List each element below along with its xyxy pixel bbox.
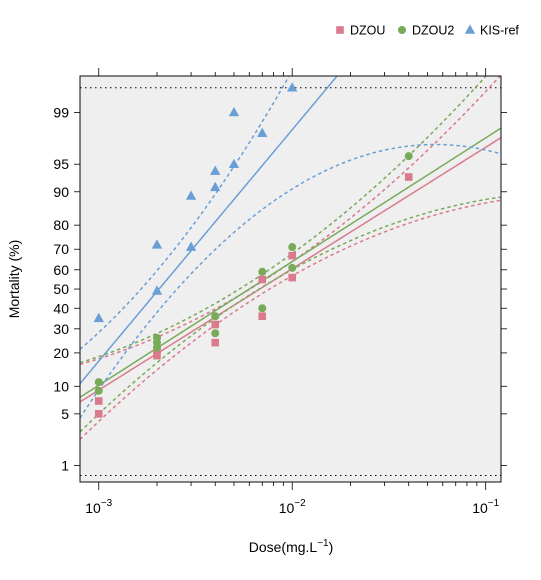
x-axis-label-close: ) — [329, 539, 334, 555]
data-point-dzou — [288, 273, 297, 282]
data-point-kis-ref — [228, 158, 240, 168]
y-tick-label: 5 — [61, 406, 69, 422]
legend: DZOU DZOU2 KIS-ref — [336, 24, 519, 38]
ci-lower-dzou2 — [80, 196, 501, 433]
data-point-kis-ref — [257, 127, 268, 137]
y-tick-label: 60 — [53, 262, 69, 278]
x-axis-label-sup: −1 — [317, 538, 329, 549]
legend-label-dzou2: DZOU2 — [412, 24, 454, 38]
plot-border — [79, 75, 502, 483]
data-point-dzou — [258, 312, 267, 321]
y-tick-label: 90 — [53, 184, 69, 200]
y-tick-label: 99 — [53, 104, 69, 120]
data-point-dzou — [153, 351, 161, 360]
data-point-dzou2 — [404, 152, 413, 161]
data-point-dzou2 — [258, 267, 267, 276]
y-tick-label: 80 — [53, 217, 69, 233]
data-point-dzou2 — [288, 263, 297, 272]
ci-upper-dzou2 — [80, 76, 487, 364]
x-tick-label: 10−3 — [85, 498, 112, 516]
x-tick-label-base: 10 — [279, 500, 295, 516]
x-tick-label-exp: −1 — [488, 498, 500, 509]
data-point-dzou — [258, 275, 267, 284]
data-point-kis-ref — [93, 312, 104, 323]
legend-label-dzou: DZOU — [350, 24, 385, 38]
x-tick-label: 10−1 — [472, 498, 499, 516]
data-point-dzou2 — [94, 378, 103, 387]
x-tick-label-exp: −3 — [101, 498, 113, 509]
data-point-dzou — [211, 338, 220, 347]
fit-line-dzou2 — [80, 127, 501, 398]
y-tick-label: 70 — [53, 241, 69, 257]
x-axis-label-main: Dose(mg.L — [249, 539, 318, 555]
data-point-dzou2 — [152, 333, 161, 342]
data-point-kis-ref — [151, 285, 163, 295]
ci-lower-kis-ref — [80, 143, 501, 419]
x-tick-label: 10−2 — [279, 498, 306, 516]
y-tick-label: 1 — [61, 458, 69, 474]
ci-upper-kis-ref — [80, 76, 290, 350]
data-point-dzou2 — [94, 386, 103, 395]
y-axis-label: Mortality (%) — [6, 240, 22, 319]
data-point-dzou2 — [288, 243, 297, 252]
data-point-kis-ref — [151, 239, 163, 249]
data-point-dzou — [404, 173, 413, 181]
x-axis-label: Dose(mg.L−1) — [249, 538, 334, 555]
y-tick-label: 30 — [53, 321, 69, 337]
data-point-dzou — [288, 251, 297, 260]
y-tick-label: 50 — [53, 281, 69, 297]
data-point-dzou — [94, 397, 103, 405]
legend-marker-kis-ref — [464, 24, 476, 34]
data-point-dzou2 — [211, 312, 220, 321]
x-tick-label-exp: −2 — [294, 498, 306, 509]
data-point-kis-ref — [185, 190, 197, 200]
data-point-dzou2 — [211, 329, 220, 338]
data-point-dzou — [211, 320, 220, 329]
data-point-kis-ref — [228, 106, 240, 117]
legend-marker-dzou2 — [398, 26, 406, 34]
data-point-kis-ref — [287, 82, 298, 92]
data-point-kis-ref — [210, 165, 221, 175]
y-tick-label: 40 — [53, 300, 69, 316]
x-tick-label-base: 10 — [472, 500, 488, 516]
data-point-dzou — [94, 410, 103, 418]
data-point-kis-ref — [210, 181, 221, 192]
y-tick-label: 10 — [53, 378, 69, 394]
fit-line-kis-ref — [80, 76, 339, 385]
data-point-kis-ref — [185, 241, 197, 251]
legend-marker-dzou — [336, 26, 344, 34]
y-tick-label: 20 — [53, 345, 69, 361]
y-tick-label: 95 — [53, 156, 69, 172]
legend-label-kis-ref: KIS-ref — [480, 24, 519, 38]
x-tick-label-base: 10 — [85, 500, 101, 516]
data-point-dzou2 — [258, 304, 267, 313]
